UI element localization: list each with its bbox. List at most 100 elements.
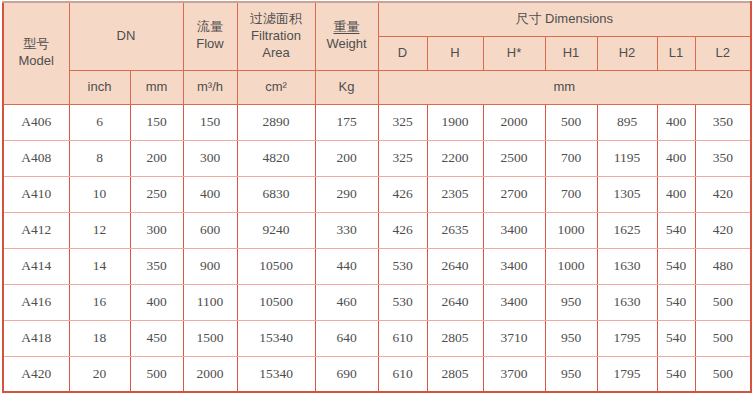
page: 型号 Model DN 流量 Flow 过滤面积 Filtration Area… [0, 0, 753, 402]
value-cell: 400 [657, 176, 695, 212]
col-header-filtration-area: 过滤面积 Filtration Area [237, 2, 315, 70]
unit-weight: Kg [315, 70, 378, 104]
value-cell: 9240 [237, 212, 315, 248]
value-cell: 325 [378, 140, 427, 176]
value-cell: 1630 [597, 284, 657, 320]
value-cell: 450 [130, 320, 183, 356]
table-row: A406615015028901753251900200050089540035… [3, 104, 751, 140]
value-cell: 400 [657, 104, 695, 140]
value-cell: 426 [378, 212, 427, 248]
value-cell: 2640 [427, 284, 483, 320]
value-cell: 400 [657, 140, 695, 176]
table-row: A416164001100105004605302640340095016305… [3, 284, 751, 320]
value-cell: 2500 [483, 140, 545, 176]
value-cell: 400 [183, 176, 237, 212]
value-cell: 300 [183, 140, 237, 176]
unit-area: cm² [237, 70, 315, 104]
spec-table: 型号 Model DN 流量 Flow 过滤面积 Filtration Area… [2, 1, 752, 393]
table-row: A418184501500153406406102805371095017955… [3, 320, 751, 356]
table-body: A406615015028901753251900200050089540035… [3, 104, 751, 392]
area-label-en1: Filtration [251, 28, 301, 43]
value-cell: 540 [657, 320, 695, 356]
value-cell: 15340 [237, 356, 315, 392]
value-cell: 610 [378, 320, 427, 356]
value-cell: 6830 [237, 176, 315, 212]
dn-label: DN [117, 28, 136, 43]
value-cell: 540 [657, 284, 695, 320]
table-row: A414143509001050044053026403400100016305… [3, 248, 751, 284]
value-cell: 250 [130, 176, 183, 212]
value-cell: 1500 [183, 320, 237, 356]
value-cell: 1000 [545, 212, 597, 248]
value-cell: 600 [183, 212, 237, 248]
value-cell: 18 [69, 320, 130, 356]
area-label-en2: Area [262, 45, 289, 60]
value-cell: 400 [130, 284, 183, 320]
value-cell: 200 [130, 140, 183, 176]
col-header-d: D [378, 36, 427, 70]
col-header-h1: H1 [545, 36, 597, 70]
table-header: 型号 Model DN 流量 Flow 过滤面积 Filtration Area… [3, 2, 751, 104]
value-cell: 15340 [237, 320, 315, 356]
value-cell: 20 [69, 356, 130, 392]
value-cell: 540 [657, 356, 695, 392]
value-cell: 2000 [483, 104, 545, 140]
value-cell: 640 [315, 320, 378, 356]
value-cell: 2890 [237, 104, 315, 140]
model-cell: A408 [3, 140, 69, 176]
value-cell: 1900 [427, 104, 483, 140]
value-cell: 200 [315, 140, 378, 176]
col-header-model: 型号 Model [3, 2, 69, 104]
value-cell: 1195 [597, 140, 657, 176]
value-cell: 3700 [483, 356, 545, 392]
value-cell: 16 [69, 284, 130, 320]
value-cell: 610 [378, 356, 427, 392]
value-cell: 14 [69, 248, 130, 284]
model-cell: A410 [3, 176, 69, 212]
value-cell: 1305 [597, 176, 657, 212]
value-cell: 690 [315, 356, 378, 392]
model-cell: A416 [3, 284, 69, 320]
dimensions-label: 尺寸 Dimensions [515, 11, 613, 26]
value-cell: 500 [130, 356, 183, 392]
value-cell: 700 [545, 176, 597, 212]
value-cell: 350 [695, 104, 751, 140]
model-cell: A412 [3, 212, 69, 248]
value-cell: 1100 [183, 284, 237, 320]
value-cell: 420 [695, 176, 751, 212]
value-cell: 2805 [427, 320, 483, 356]
area-label-zh: 过滤面积 [250, 11, 302, 26]
value-cell: 1625 [597, 212, 657, 248]
value-cell: 426 [378, 176, 427, 212]
value-cell: 3710 [483, 320, 545, 356]
value-cell: 2700 [483, 176, 545, 212]
value-cell: 300 [130, 212, 183, 248]
value-cell: 950 [545, 356, 597, 392]
value-cell: 2000 [183, 356, 237, 392]
value-cell: 10500 [237, 284, 315, 320]
value-cell: 500 [545, 104, 597, 140]
value-cell: 1795 [597, 320, 657, 356]
value-cell: 150 [130, 104, 183, 140]
weight-label-zh: 重量 [334, 19, 360, 34]
value-cell: 500 [695, 356, 751, 392]
value-cell: 500 [695, 284, 751, 320]
header-row-3: inch mm m³/h cm² Kg mm [3, 70, 751, 104]
value-cell: 10500 [237, 248, 315, 284]
col-header-dn: DN [69, 2, 183, 70]
model-label-zh: 型号 [23, 36, 49, 51]
value-cell: 950 [545, 320, 597, 356]
value-cell: 175 [315, 104, 378, 140]
table-row: A420205002000153406906102805370095017955… [3, 356, 751, 392]
value-cell: 2305 [427, 176, 483, 212]
value-cell: 330 [315, 212, 378, 248]
col-header-h2: H2 [597, 36, 657, 70]
flow-label-en: Flow [196, 36, 223, 51]
table-row: A408820030048202003252200250070011954003… [3, 140, 751, 176]
value-cell: 3400 [483, 248, 545, 284]
value-cell: 8 [69, 140, 130, 176]
header-row-1: 型号 Model DN 流量 Flow 过滤面积 Filtration Area… [3, 2, 751, 36]
model-label-en: Model [19, 53, 54, 68]
unit-flow: m³/h [183, 70, 237, 104]
value-cell: 4820 [237, 140, 315, 176]
